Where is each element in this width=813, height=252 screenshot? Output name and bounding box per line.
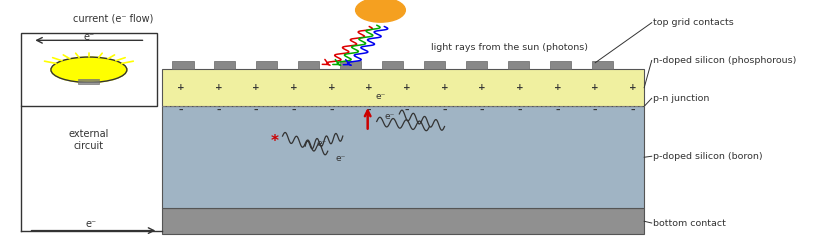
Text: +: +	[215, 83, 222, 92]
Text: +: +	[252, 83, 260, 92]
Text: +: +	[403, 83, 411, 92]
Text: bottom contact: bottom contact	[653, 218, 726, 228]
Text: –: –	[518, 105, 522, 114]
Text: e⁻: e⁻	[335, 154, 346, 163]
Text: +: +	[290, 83, 298, 92]
Bar	[79, 79, 99, 80]
Bar	[21, 33, 157, 106]
Bar	[550, 61, 571, 69]
Text: –: –	[593, 105, 598, 114]
Text: e⁻: e⁻	[86, 219, 97, 229]
Text: top grid contacts: top grid contacts	[653, 18, 734, 27]
Bar	[215, 61, 236, 69]
Text: –: –	[480, 105, 485, 114]
Text: e⁻: e⁻	[316, 139, 327, 148]
Text: –: –	[179, 105, 183, 114]
Bar	[172, 61, 193, 69]
Text: p-n junction: p-n junction	[653, 94, 710, 103]
Ellipse shape	[355, 0, 406, 22]
Text: light rays from the sun (photons): light rays from the sun (photons)	[431, 43, 588, 52]
Text: current (e⁻ flow): current (e⁻ flow)	[72, 14, 153, 24]
Text: *: *	[271, 134, 279, 149]
Text: n-doped silicon (phosphorous): n-doped silicon (phosphorous)	[653, 56, 797, 65]
Bar	[162, 208, 644, 234]
Text: external
circuit: external circuit	[69, 129, 109, 151]
Text: –: –	[292, 105, 296, 114]
Text: –: –	[367, 105, 372, 114]
Circle shape	[51, 57, 127, 82]
Text: –: –	[254, 105, 259, 114]
Bar	[382, 61, 403, 69]
Text: –: –	[442, 105, 447, 114]
Bar	[79, 82, 99, 84]
Text: –: –	[555, 105, 560, 114]
Text: +: +	[478, 83, 486, 92]
Text: e⁻: e⁻	[385, 112, 394, 121]
Text: +: +	[177, 83, 185, 92]
Text: +: +	[554, 83, 561, 92]
Text: –: –	[216, 105, 221, 114]
Text: –: –	[405, 105, 409, 114]
Bar	[592, 61, 613, 69]
Text: +: +	[441, 83, 448, 92]
Bar	[162, 69, 644, 106]
Bar	[79, 81, 99, 82]
Bar	[424, 61, 446, 69]
Text: +: +	[328, 83, 335, 92]
Text: +: +	[591, 83, 599, 92]
Bar	[508, 61, 529, 69]
Text: e⁻: e⁻	[376, 92, 385, 101]
Text: p-doped silicon (boron): p-doped silicon (boron)	[653, 152, 763, 161]
Text: –: –	[329, 105, 334, 114]
Bar	[466, 61, 487, 69]
Text: e⁻: e⁻	[84, 32, 94, 42]
Bar	[162, 106, 644, 208]
Text: +: +	[365, 83, 373, 92]
Text: +: +	[516, 83, 524, 92]
Text: +: +	[629, 83, 637, 92]
Bar	[298, 61, 320, 69]
Bar	[256, 61, 277, 69]
Text: –: –	[631, 105, 635, 114]
Bar	[340, 61, 361, 69]
